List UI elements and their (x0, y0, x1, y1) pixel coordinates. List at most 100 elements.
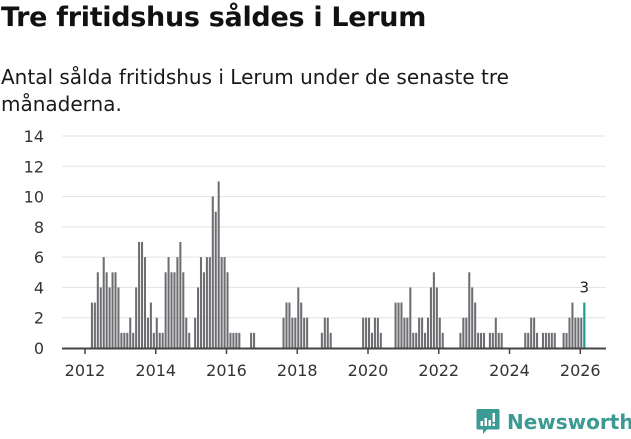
bar (102, 257, 105, 348)
bar (282, 317, 285, 348)
bar (415, 332, 418, 348)
bar (288, 302, 291, 348)
bar (294, 317, 297, 348)
bar (285, 302, 288, 348)
bar (329, 332, 332, 348)
bar (238, 332, 241, 348)
bar (320, 332, 323, 348)
bar (229, 332, 232, 348)
bar (541, 332, 544, 348)
bar (429, 287, 432, 348)
bar (208, 257, 211, 348)
bar (424, 332, 427, 348)
bar (303, 317, 306, 348)
bar (167, 257, 170, 348)
bar (406, 317, 409, 348)
bars (90, 181, 586, 348)
y-tick-label: 14 (24, 127, 44, 146)
bar (306, 317, 309, 348)
bar (149, 302, 152, 348)
bar (129, 317, 132, 348)
bar (135, 287, 138, 348)
bar (90, 302, 93, 348)
bar (123, 332, 126, 348)
bar (577, 317, 580, 348)
bar (568, 317, 571, 348)
bar (426, 317, 430, 348)
bar (418, 317, 421, 348)
bar (397, 302, 400, 348)
bar (170, 272, 173, 348)
bar (155, 317, 158, 348)
bar (465, 317, 468, 348)
bar (491, 332, 494, 348)
bar (250, 332, 253, 348)
y-tick-label: 0 (34, 339, 44, 358)
bar (300, 302, 303, 348)
bar (583, 302, 586, 348)
bar (117, 287, 120, 348)
bar (394, 302, 397, 348)
bar (108, 287, 111, 348)
bar (533, 317, 536, 348)
bar (202, 272, 205, 348)
bar (188, 332, 191, 348)
bar (323, 317, 326, 348)
bar (379, 332, 382, 348)
bar (93, 302, 96, 348)
bar (462, 317, 465, 348)
bar (438, 317, 441, 348)
bar (468, 272, 471, 348)
bar (111, 272, 114, 348)
x-axis: 2012 2014 2016 2018 2020 2022 2024 2026 (62, 347, 606, 380)
bar (211, 196, 214, 348)
bar-chart: 0 2 4 6 8 10 12 14 2012 2014 2016 2018 2020 2022 2024… (24, 127, 606, 380)
bar (96, 272, 99, 348)
x-tick-label: 2016 (206, 361, 247, 380)
bar (217, 181, 220, 348)
bar (226, 272, 229, 348)
bar (114, 272, 117, 348)
bar (524, 332, 527, 348)
bar (223, 257, 226, 348)
x-tick-label: 2026 (560, 361, 601, 380)
newsworthy-logo: Newsworthy (476, 408, 631, 436)
bar (441, 332, 444, 348)
bar (500, 332, 503, 348)
x-tick-label: 2018 (277, 361, 318, 380)
y-tick-label: 10 (24, 188, 44, 207)
bar (574, 317, 577, 348)
bar (179, 242, 182, 348)
bar (547, 332, 550, 348)
bar (326, 317, 329, 348)
bar (141, 242, 144, 348)
bar (253, 332, 256, 348)
bar (550, 332, 553, 348)
bar (182, 272, 185, 348)
bar (143, 257, 147, 348)
x-tick-label: 2014 (135, 361, 176, 380)
bar (373, 317, 376, 348)
bar (152, 332, 155, 348)
bar (120, 332, 123, 348)
annotation: 3 (579, 279, 589, 297)
bar (185, 317, 188, 348)
newsworthy-logo-icon (476, 409, 500, 434)
bar (146, 317, 149, 348)
bar (530, 317, 533, 348)
bar (368, 317, 371, 348)
x-tick-label: 2022 (418, 361, 459, 380)
x-tick-label: 2020 (348, 361, 389, 380)
y-tick-label: 4 (34, 278, 44, 297)
bar (435, 287, 438, 348)
bar (580, 317, 583, 348)
x-tick-label: 2024 (489, 361, 530, 380)
y-tick-label: 12 (24, 157, 44, 176)
bar (105, 272, 108, 348)
bar (362, 317, 365, 348)
bar (370, 332, 374, 348)
bar (297, 287, 300, 348)
bar (365, 317, 368, 348)
bar (176, 257, 179, 348)
bar (199, 257, 203, 348)
